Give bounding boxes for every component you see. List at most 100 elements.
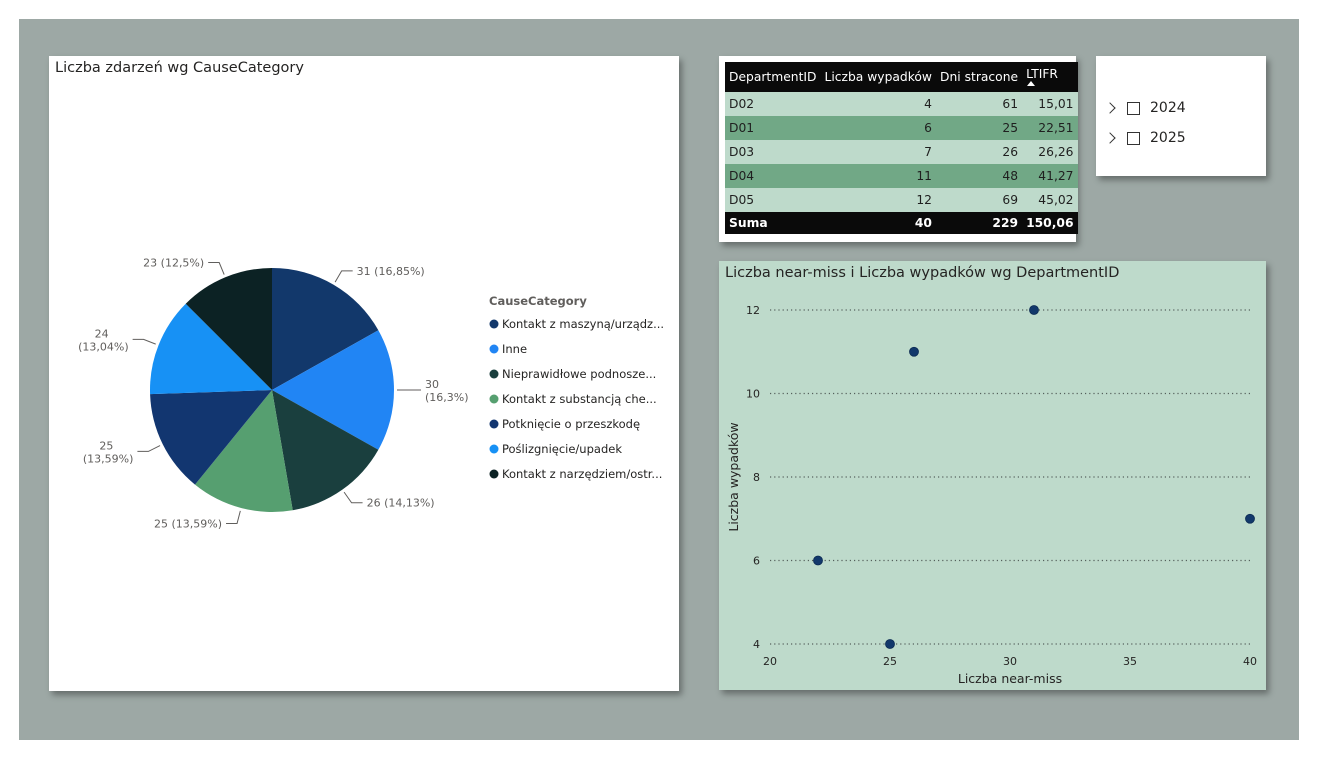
x-tick-label: 35 — [1123, 655, 1137, 668]
total-cell: Suma — [725, 212, 821, 234]
pie-leader-line — [208, 262, 225, 275]
pie-data-label: 26 (14,13%) — [367, 497, 435, 510]
table-cell: 48 — [936, 164, 1023, 188]
col-header-ltifr[interactable]: LTIFR — [1022, 62, 1078, 92]
table-header-row: DepartmentID Liczba wypadków Dni stracon… — [725, 62, 1078, 92]
sort-ascending-icon — [1027, 81, 1036, 86]
legend-marker[interactable] — [489, 469, 499, 479]
pie-chart-visual[interactable]: Liczba zdarzeń wg CauseCategory 31 (16,8… — [49, 56, 679, 691]
pie-leader-line — [226, 510, 241, 524]
y-tick-label: 6 — [753, 555, 760, 568]
pie-leader-line — [137, 445, 161, 452]
scatter-chart-visual[interactable]: Liczba near-miss i Liczba wypadków wg De… — [719, 261, 1266, 690]
table-row[interactable]: D05 12 69 45,02 — [725, 188, 1078, 212]
table-cell: D03 — [725, 140, 821, 164]
table-cell: 26,26 — [1022, 140, 1078, 164]
pie-data-label: 24 (13,04%) — [78, 327, 129, 353]
total-cell: 40 — [820, 212, 936, 234]
scatter-point[interactable] — [1245, 513, 1255, 524]
legend-item[interactable]: Kontakt z narzędziem/ostr... — [502, 467, 662, 481]
pie-data-label: 31 (16,85%) — [357, 265, 425, 278]
table-total-row: Suma 40 229 150,06 — [725, 212, 1078, 234]
legend-marker[interactable] — [489, 394, 499, 404]
scatter-point[interactable] — [909, 346, 919, 357]
scatter-point[interactable] — [885, 639, 895, 649]
table-row[interactable]: D01 6 25 22,51 — [725, 116, 1078, 140]
col-header-ltifr-label: LTIFR — [1026, 67, 1058, 81]
pie-data-label: 30 (16,3%) — [425, 378, 469, 404]
pie-leader-line — [343, 491, 363, 504]
table-cell: D05 — [725, 188, 821, 212]
department-table-visual[interactable]: DepartmentID Liczba wypadków Dni stracon… — [719, 56, 1078, 242]
legend-marker[interactable] — [489, 419, 499, 429]
y-tick-label: 12 — [746, 304, 760, 317]
y-tick-label: 4 — [753, 638, 760, 651]
scatter-point[interactable] — [813, 555, 823, 566]
legend-item[interactable]: Inne — [502, 342, 527, 356]
pie-slice[interactable] — [150, 390, 272, 485]
pie-slice[interactable] — [150, 303, 272, 395]
table-cell: 6 — [820, 116, 936, 140]
legend-item[interactable]: Poślizgnięcie/upadek — [502, 442, 622, 456]
legend-marker[interactable] — [489, 369, 499, 379]
checkbox-2024[interactable] — [1127, 101, 1140, 115]
total-cell: 150,06 — [1022, 212, 1078, 234]
department-table: DepartmentID Liczba wypadków Dni stracon… — [725, 62, 1078, 234]
legend-marker[interactable] — [489, 344, 499, 354]
x-axis-label: Liczba near-miss — [958, 671, 1062, 686]
scatter-chart[interactable]: 4 6 8 10 12 20 25 30 35 40 Liczba near-miss Liczba … — [719, 261, 1266, 690]
slicer-item-2024[interactable]: 2024 — [1104, 98, 1186, 118]
pie-chart[interactable]: 31 (16,85%) 30 (16,3%) 26 (14,13%) 25 (13,59… — [49, 56, 679, 691]
scatter-point[interactable] — [1029, 305, 1039, 315]
checkbox-2025[interactable] — [1127, 131, 1140, 145]
pie-data-label: 25 (13,59%) — [154, 517, 222, 530]
table-cell: 15,01 — [1022, 92, 1078, 116]
col-header-dni-stracone[interactable]: Dni stracone — [936, 62, 1023, 92]
legend-item[interactable]: Nieprawidłowe podnosze... — [502, 367, 656, 381]
slicer-item-2025[interactable]: 2025 — [1104, 128, 1186, 148]
table-cell: 25 — [936, 116, 1023, 140]
slicer-item-label: 2024 — [1150, 100, 1186, 116]
table-cell: 4 — [820, 92, 936, 116]
table-cell: D02 — [725, 92, 821, 116]
table-cell: 41,27 — [1022, 164, 1078, 188]
pie-slice[interactable] — [272, 268, 379, 390]
x-tick-label: 25 — [883, 655, 897, 668]
x-tick-label: 30 — [1003, 655, 1017, 668]
table-row[interactable]: D03 7 26 26,26 — [725, 140, 1078, 164]
table-cell: 22,51 — [1022, 116, 1078, 140]
legend-marker[interactable] — [489, 444, 499, 454]
pie-leader-line — [132, 338, 156, 345]
legend-item[interactable]: Kontakt z maszyną/urządz... — [502, 317, 664, 331]
legend-item[interactable]: Potknięcie o przeszkodę — [502, 417, 640, 431]
pie-slice[interactable] — [195, 390, 293, 512]
pie-leader-line — [334, 270, 353, 283]
year-slicer[interactable]: 2024 2025 — [1096, 56, 1266, 176]
y-tick-label: 10 — [746, 388, 760, 401]
pie-chart-title: Liczba zdarzeń wg CauseCategory — [55, 60, 304, 76]
scatter-chart-title: Liczba near-miss i Liczba wypadków wg De… — [725, 265, 1120, 281]
col-header-departmentid[interactable]: DepartmentID — [725, 62, 821, 92]
col-header-liczba-wypadkow[interactable]: Liczba wypadków — [820, 62, 936, 92]
table-row[interactable]: D02 4 61 15,01 — [725, 92, 1078, 116]
slicer-item-label: 2025 — [1150, 130, 1186, 146]
table-cell: 12 — [820, 188, 936, 212]
x-tick-label: 20 — [763, 655, 777, 668]
table-cell: 45,02 — [1022, 188, 1078, 212]
pie-slice[interactable] — [272, 390, 379, 511]
legend-title: CauseCategory — [489, 294, 587, 308]
x-tick-label: 40 — [1243, 655, 1257, 668]
y-tick-label: 8 — [753, 471, 760, 484]
legend-item[interactable]: Kontakt z substancją che... — [502, 392, 657, 406]
chevron-right-icon[interactable] — [1104, 102, 1116, 114]
total-cell: 229 — [936, 212, 1023, 234]
pie-slice[interactable] — [185, 268, 272, 390]
table-row[interactable]: D04 11 48 41,27 — [725, 164, 1078, 188]
legend-marker[interactable] — [489, 319, 499, 329]
table-cell: 7 — [820, 140, 936, 164]
pie-slice[interactable] — [272, 330, 395, 450]
chevron-right-icon[interactable] — [1104, 132, 1116, 144]
pie-data-label: 25 (13,59%) — [83, 439, 134, 465]
table-cell: 11 — [820, 164, 936, 188]
pie-data-label: 23 (12,5%) — [143, 257, 204, 270]
